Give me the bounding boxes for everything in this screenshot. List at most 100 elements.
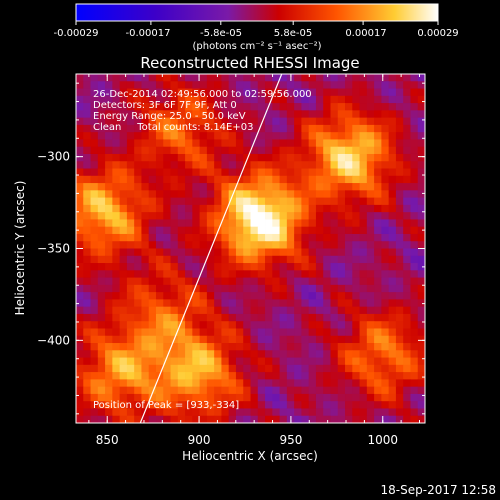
heatmap-cell [395,212,404,220]
heatmap-cell [308,95,317,104]
heatmap-cell [366,132,375,140]
heatmap-cell [177,219,186,228]
heatmap-cell [403,321,411,329]
heatmap-cell [388,393,397,402]
heatmap-cell [134,153,142,162]
heatmap-cell [235,226,244,235]
heatmap-cell [374,204,382,213]
heatmap-cell [119,233,128,242]
heatmap-cell [170,343,179,351]
heatmap-cell [265,168,273,177]
heatmap-cell [97,292,106,300]
heatmap-cell [374,233,382,242]
heatmap-cell [323,132,331,140]
heatmap-cell [388,95,397,104]
heatmap-cell [272,226,280,235]
heatmap-cell [395,132,404,140]
heatmap-cell [235,233,244,242]
heatmap-cell [315,88,324,97]
heatmap-cell [330,168,339,177]
heatmap-cell [170,124,179,133]
heatmap-cell [323,212,331,220]
heatmap-cell [185,74,193,82]
heatmap-cell [301,292,310,300]
heatmap-cell [395,357,404,366]
heatmap-cell [90,197,99,206]
heatmap-cell [83,321,91,329]
heatmap-cell [345,168,353,177]
heatmap-cell [141,357,150,366]
heatmap-cell [235,81,244,89]
heatmap-cell [141,415,150,423]
heatmap-cell [315,146,324,155]
heatmap-cell [134,386,142,395]
heatmap-cell [308,241,317,249]
heatmap-cell [337,328,346,337]
heatmap-cell [170,364,179,373]
heatmap-cell [323,153,331,162]
heatmap-cell [257,350,266,358]
heatmap-cell [214,233,222,242]
heatmap-cell [366,110,375,119]
heatmap-cell [345,212,353,220]
heatmap-cell [330,110,339,119]
heatmap-cell [265,379,273,388]
heatmap-cell [308,168,317,177]
heatmap-cell [381,313,390,322]
heatmap-cell [105,372,113,380]
heatmap-cell [308,81,317,89]
heatmap-cell [228,241,237,249]
heatmap-cell [148,328,157,337]
heatmap-cell [105,132,113,140]
heatmap-cell [163,379,171,388]
heatmap-cell [199,270,208,278]
heatmap-cell [177,161,186,169]
heatmap-cell [286,248,295,257]
heatmap-cell [388,124,397,133]
heatmap-cell [294,415,302,423]
heatmap-cell [381,408,390,417]
heatmap-cell [155,95,164,104]
heatmap-cell [199,161,208,169]
heatmap-cell [97,306,106,315]
heatmap-cell [250,350,259,358]
heatmap-cell [301,74,310,82]
heatmap-cell [199,81,208,89]
heatmap-cell [83,212,91,220]
heatmap-cell [228,175,237,184]
heatmap-cell [155,386,164,395]
heatmap-cell [126,124,135,133]
heatmap-cell [294,183,302,191]
heatmap-cell [199,74,208,82]
heatmap-cell [323,190,331,198]
heatmap-cell [192,408,200,417]
heatmap-cell [374,248,382,257]
heatmap-cell [265,146,273,155]
heatmap-cell [272,263,280,271]
heatmap-cell [381,95,390,104]
heatmap-cell [243,364,251,373]
heatmap-cell [214,386,222,395]
heatmap-cell [221,292,230,300]
heatmap-cell [97,219,106,228]
heatmap-cell [265,321,273,329]
heatmap-cell [199,197,208,206]
heatmap-cell [170,95,179,104]
heatmap-cell [308,393,317,402]
heatmap-cell [308,408,317,417]
heatmap-cell [374,292,382,300]
heatmap-cell [410,277,419,286]
heatmap-cell [141,132,150,140]
heatmap-cell [294,357,302,366]
heatmap-cell [83,110,91,119]
heatmap-cell [337,335,346,344]
heatmap-cell [192,153,200,162]
heatmap-cell [126,386,135,395]
heatmap-cell [134,168,142,177]
heatmap-cell [294,233,302,242]
heatmap-cell [243,299,251,308]
heatmap-cell [272,277,280,286]
heatmap-cell [315,117,324,126]
heatmap-cell [243,408,251,417]
heatmap-cell [134,350,142,358]
